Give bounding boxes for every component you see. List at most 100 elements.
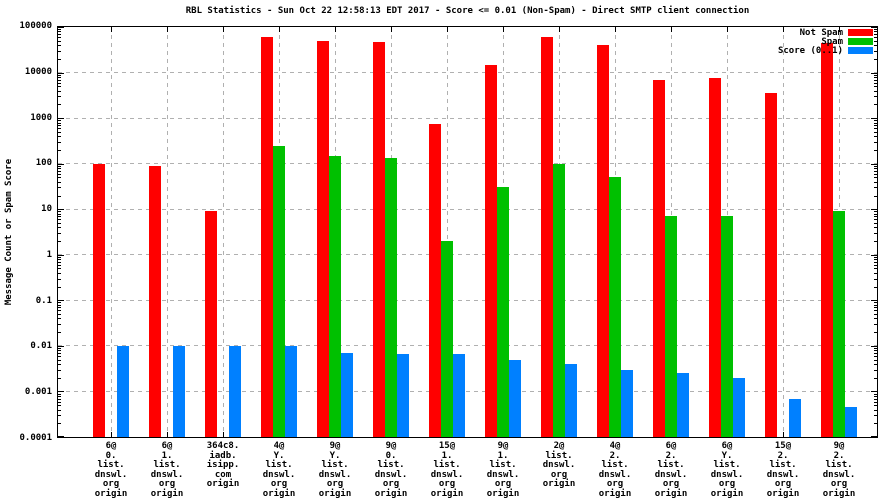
bar-spam [665, 216, 677, 437]
bar-not-spam [821, 42, 833, 437]
bar-spam [721, 216, 733, 437]
y-minor-tick [58, 304, 61, 306]
y-tick-label: 1000 [30, 112, 52, 123]
y-minor-tick [874, 31, 877, 33]
y-minor-tick [874, 259, 877, 261]
y-minor-tick [58, 213, 61, 215]
y-minor-tick [874, 393, 877, 395]
x-category-label: 4@ Y. list. dnswl. org origin [262, 441, 296, 499]
y-minor-tick [58, 409, 61, 411]
y-minor-tick [874, 79, 877, 81]
y-minor-tick [874, 304, 877, 306]
legend: Not Spam Spam Score (0..1) [778, 28, 873, 56]
x-tick [111, 27, 112, 32]
y-major-tick [871, 436, 877, 437]
y-minor-tick [874, 165, 877, 167]
y-minor-tick [58, 278, 61, 280]
y-minor-tick [874, 74, 877, 76]
bar-not-spam [261, 37, 273, 437]
y-tick-label: 100 [35, 158, 52, 169]
bar-not-spam [485, 64, 497, 437]
y-minor-tick [874, 286, 877, 288]
y-minor-tick [58, 195, 61, 197]
y-major-tick [871, 72, 877, 74]
y-minor-tick [874, 170, 877, 172]
y-major-tick [871, 27, 877, 28]
y-minor-tick [874, 318, 877, 320]
y-minor-tick [874, 222, 877, 224]
y-minor-tick [58, 401, 61, 403]
chart-title: RBL Statistics - Sun Oct 22 12:58:13 EDT… [185, 6, 750, 16]
y-minor-tick [874, 216, 877, 218]
h-gridline [58, 390, 877, 392]
bar-not-spam [597, 45, 609, 437]
y-minor-tick [58, 141, 61, 143]
bar-score-0-1 [789, 398, 801, 437]
y-minor-tick [58, 104, 61, 106]
bar-not-spam [373, 41, 385, 437]
y-minor-tick [874, 173, 877, 175]
x-category-label: 6@ 0. list. dnswl. org origin [94, 441, 128, 499]
y-minor-tick [874, 128, 877, 130]
y-major-tick [871, 254, 877, 256]
bar-score-0-1 [173, 345, 185, 437]
h-gridline [58, 72, 877, 74]
y-minor-tick [874, 359, 877, 361]
bar-score-0-1 [845, 407, 857, 437]
y-minor-tick [58, 393, 61, 395]
bar-score-0-1 [285, 345, 297, 437]
y-minor-tick [58, 405, 61, 407]
y-minor-tick [58, 96, 61, 98]
x-category-label: 4@ 2. list. dnswl. org origin [598, 441, 632, 499]
y-minor-tick [874, 168, 877, 170]
y-minor-tick [58, 31, 61, 33]
y-minor-tick [874, 96, 877, 98]
y-minor-tick [874, 136, 877, 138]
y-minor-tick [874, 82, 877, 84]
legend-row: Score (0..1) [778, 46, 873, 56]
h-gridline [58, 299, 877, 301]
y-minor-tick [58, 131, 61, 133]
y-minor-tick [874, 181, 877, 183]
y-minor-tick [58, 227, 61, 229]
bar-not-spam [765, 93, 777, 437]
y-major-tick [58, 391, 64, 393]
y-minor-tick [58, 261, 61, 263]
y-minor-tick [874, 122, 877, 124]
y-major-tick [58, 27, 64, 28]
y-major-tick [871, 209, 877, 211]
y-minor-tick [58, 302, 61, 304]
v-gridline [111, 27, 112, 437]
y-minor-tick [874, 45, 877, 47]
y-minor-tick [58, 259, 61, 261]
y-major-tick [58, 72, 64, 74]
y-minor-tick [874, 227, 877, 229]
y-minor-tick [874, 332, 877, 334]
y-minor-tick [58, 90, 61, 92]
y-minor-tick [874, 369, 877, 371]
bar-spam [273, 145, 285, 437]
y-minor-tick [874, 409, 877, 411]
bar-not-spam [93, 163, 105, 437]
y-minor-tick [874, 268, 877, 270]
y-minor-tick [874, 233, 877, 235]
y-minor-tick [58, 364, 61, 366]
y-axis-label: Message Count or Spam Score [4, 158, 14, 306]
y-minor-tick [58, 76, 61, 78]
y-minor-tick [874, 278, 877, 280]
y-minor-tick [58, 136, 61, 138]
bar-spam [833, 211, 845, 437]
y-tick-label: 100000 [19, 21, 52, 31]
y-minor-tick [58, 219, 61, 221]
bar-spam [329, 155, 341, 437]
y-minor-tick [58, 211, 61, 213]
y-minor-tick [58, 79, 61, 81]
bar-score-0-1 [229, 345, 241, 437]
y-major-tick [58, 345, 64, 347]
y-minor-tick [58, 352, 61, 354]
y-minor-tick [58, 359, 61, 361]
x-category-label: 9@ Y. list. dnswl. org origin [318, 441, 352, 499]
y-major-tick [58, 436, 64, 437]
y-minor-tick [874, 264, 877, 266]
y-minor-tick [58, 423, 61, 425]
